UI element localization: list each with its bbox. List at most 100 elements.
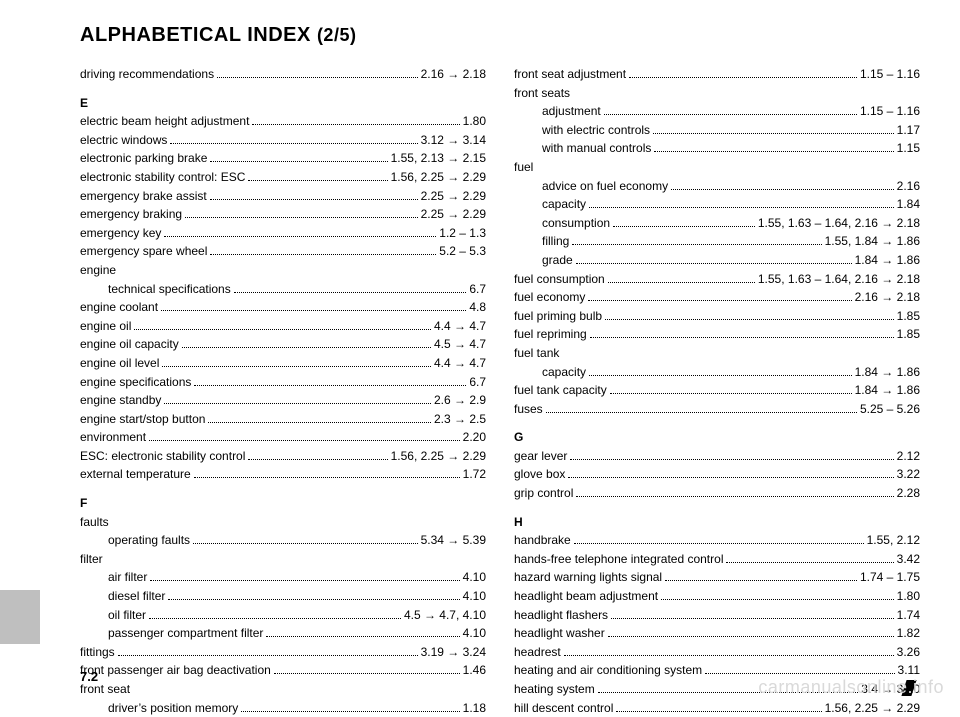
index-section-letter: G xyxy=(514,428,920,447)
index-entry-page: 2.25 → 2.29 xyxy=(421,205,486,224)
index-entry-label: hill descent control xyxy=(514,699,613,717)
index-leader-dots xyxy=(210,152,387,162)
index-group-label: front seat xyxy=(80,680,486,699)
index-entry-label: engine start/stop button xyxy=(80,410,205,429)
index-entry-page: 1.55, 1.63 – 1.64, 2.16 → 2.18 xyxy=(758,270,920,289)
index-entry: fuel consumption 1.55, 1.63 – 1.64, 2.16… xyxy=(514,270,920,289)
index-entry-label: electric windows xyxy=(80,131,167,150)
index-column-right: front seat adjustment 1.15 – 1.16front s… xyxy=(514,65,920,717)
index-entry-label: front passenger air bag deactivation xyxy=(80,661,271,680)
index-leader-dots xyxy=(568,468,893,478)
index-entry-label: hazard warning lights signal xyxy=(514,568,662,587)
index-entry-label: environment xyxy=(80,428,146,447)
index-entry-label: driving recommendations xyxy=(80,65,214,84)
index-entry-page: 1.74 xyxy=(897,606,920,625)
index-leader-dots xyxy=(194,375,466,385)
index-entry-page: 2.12 xyxy=(897,447,920,466)
title-main: ALPHABETICAL INDEX xyxy=(80,24,311,46)
index-entry-page: 1.72 xyxy=(463,465,486,484)
index-entry-label: emergency braking xyxy=(80,205,182,224)
index-entry-page: 1.56, 2.25 → 2.29 xyxy=(391,168,486,187)
index-entry: adjustment 1.15 – 1.16 xyxy=(514,102,920,121)
index-entry-label: oil filter xyxy=(108,606,146,625)
index-entry-label: gear lever xyxy=(514,447,567,466)
index-entry-label: with electric controls xyxy=(542,121,650,140)
index-entry: hands-free telephone integrated control … xyxy=(514,550,920,569)
index-entry-page: 4.4 → 4.7 xyxy=(434,354,486,373)
index-entry-label: heating and air conditioning system xyxy=(514,661,702,680)
index-entry-page: 1.55, 2.13 → 2.15 xyxy=(391,149,486,168)
index-entry-label: with manual controls xyxy=(542,139,651,158)
index-entry-page: 2.16 xyxy=(897,177,920,196)
index-entry: consumption 1.55, 1.63 – 1.64, 2.16 → 2.… xyxy=(514,214,920,233)
index-leader-dots xyxy=(193,534,418,544)
index-entry-label: headrest xyxy=(514,643,561,662)
index-group-label: faults xyxy=(80,513,486,532)
index-group-label: front seats xyxy=(514,84,920,103)
index-entry-label: operating faults xyxy=(108,531,190,550)
index-group-label: engine xyxy=(80,261,486,280)
index-entry: operating faults 5.34 → 5.39 xyxy=(80,531,486,550)
index-leader-dots xyxy=(234,282,467,292)
index-entry-page: 5.34 → 5.39 xyxy=(421,531,486,550)
index-leader-dots xyxy=(671,179,894,189)
index-leader-dots xyxy=(654,142,893,152)
index-entry-page: 1.80 xyxy=(463,112,486,131)
index-entry-page: 1.84 → 1.86 xyxy=(855,381,920,400)
index-leader-dots xyxy=(608,272,755,282)
title-part: (2/5) xyxy=(317,25,357,45)
index-entry: passenger compartment filter 4.10 xyxy=(80,624,486,643)
index-leader-dots xyxy=(248,450,387,460)
index-leader-dots xyxy=(613,217,755,227)
index-leader-dots xyxy=(208,413,431,423)
index-entry-page: 3.42 xyxy=(897,550,920,569)
index-entry-page: 1.18 xyxy=(463,699,486,717)
index-leader-dots xyxy=(210,245,436,255)
index-entry-page: 2.3 → 2.5 xyxy=(434,410,486,429)
index-group-label: fuel tank xyxy=(514,344,920,363)
index-entry-page: 5.2 – 5.3 xyxy=(439,242,486,261)
index-entry: engine oil 4.4 → 4.7 xyxy=(80,317,486,336)
index-leader-dots xyxy=(665,571,857,581)
index-leader-dots xyxy=(608,627,894,637)
index-entry: engine oil level 4.4 → 4.7 xyxy=(80,354,486,373)
index-entry-label: electric beam height adjustment xyxy=(80,112,249,131)
index-leader-dots xyxy=(616,701,821,711)
index-leader-dots xyxy=(134,320,431,330)
index-entry: fuel priming bulb 1.85 xyxy=(514,307,920,326)
index-entry: diesel filter 4.10 xyxy=(80,587,486,606)
index-leader-dots xyxy=(576,254,852,264)
index-entry: fuel tank capacity 1.84 → 1.86 xyxy=(514,381,920,400)
index-leader-dots xyxy=(610,384,852,394)
index-entry-label: headlight washer xyxy=(514,624,605,643)
index-entry: ESC: electronic stability control 1.56, … xyxy=(80,447,486,466)
index-leader-dots xyxy=(661,590,894,600)
index-leader-dots xyxy=(589,365,852,375)
index-entry-label: consumption xyxy=(542,214,610,233)
index-leader-dots xyxy=(185,208,418,218)
index-entry-page: 1.84 → 1.86 xyxy=(855,363,920,382)
index-entry: external temperature 1.72 xyxy=(80,465,486,484)
index-entry-label: emergency brake assist xyxy=(80,187,207,206)
index-entry: gear lever 2.12 xyxy=(514,447,920,466)
index-leader-dots xyxy=(604,105,857,115)
index-entry-label: handbrake xyxy=(514,531,571,550)
index-leader-dots xyxy=(570,450,893,460)
index-leader-dots xyxy=(118,646,418,656)
index-section-letter: H xyxy=(514,513,920,532)
index-leader-dots xyxy=(629,68,857,78)
index-leader-dots xyxy=(546,403,857,413)
index-entry-label: engine oil capacity xyxy=(80,335,179,354)
index-entry-label: advice on fuel economy xyxy=(542,177,668,196)
index-entry: headlight beam adjustment 1.80 xyxy=(514,587,920,606)
index-entry-label: emergency spare wheel xyxy=(80,242,207,261)
index-leader-dots xyxy=(248,171,387,181)
index-entry-label: capacity xyxy=(542,363,586,382)
index-entry-label: fuel consumption xyxy=(514,270,605,289)
index-entry-page: 6.7 xyxy=(469,373,486,392)
index-entry: headrest 3.26 xyxy=(514,643,920,662)
page-number: 7.2 xyxy=(80,669,98,684)
index-entry: front seat adjustment 1.15 – 1.16 xyxy=(514,65,920,84)
index-entry: headlight flashers 1.74 xyxy=(514,606,920,625)
index-entry-page: 5.25 – 5.26 xyxy=(860,400,920,419)
